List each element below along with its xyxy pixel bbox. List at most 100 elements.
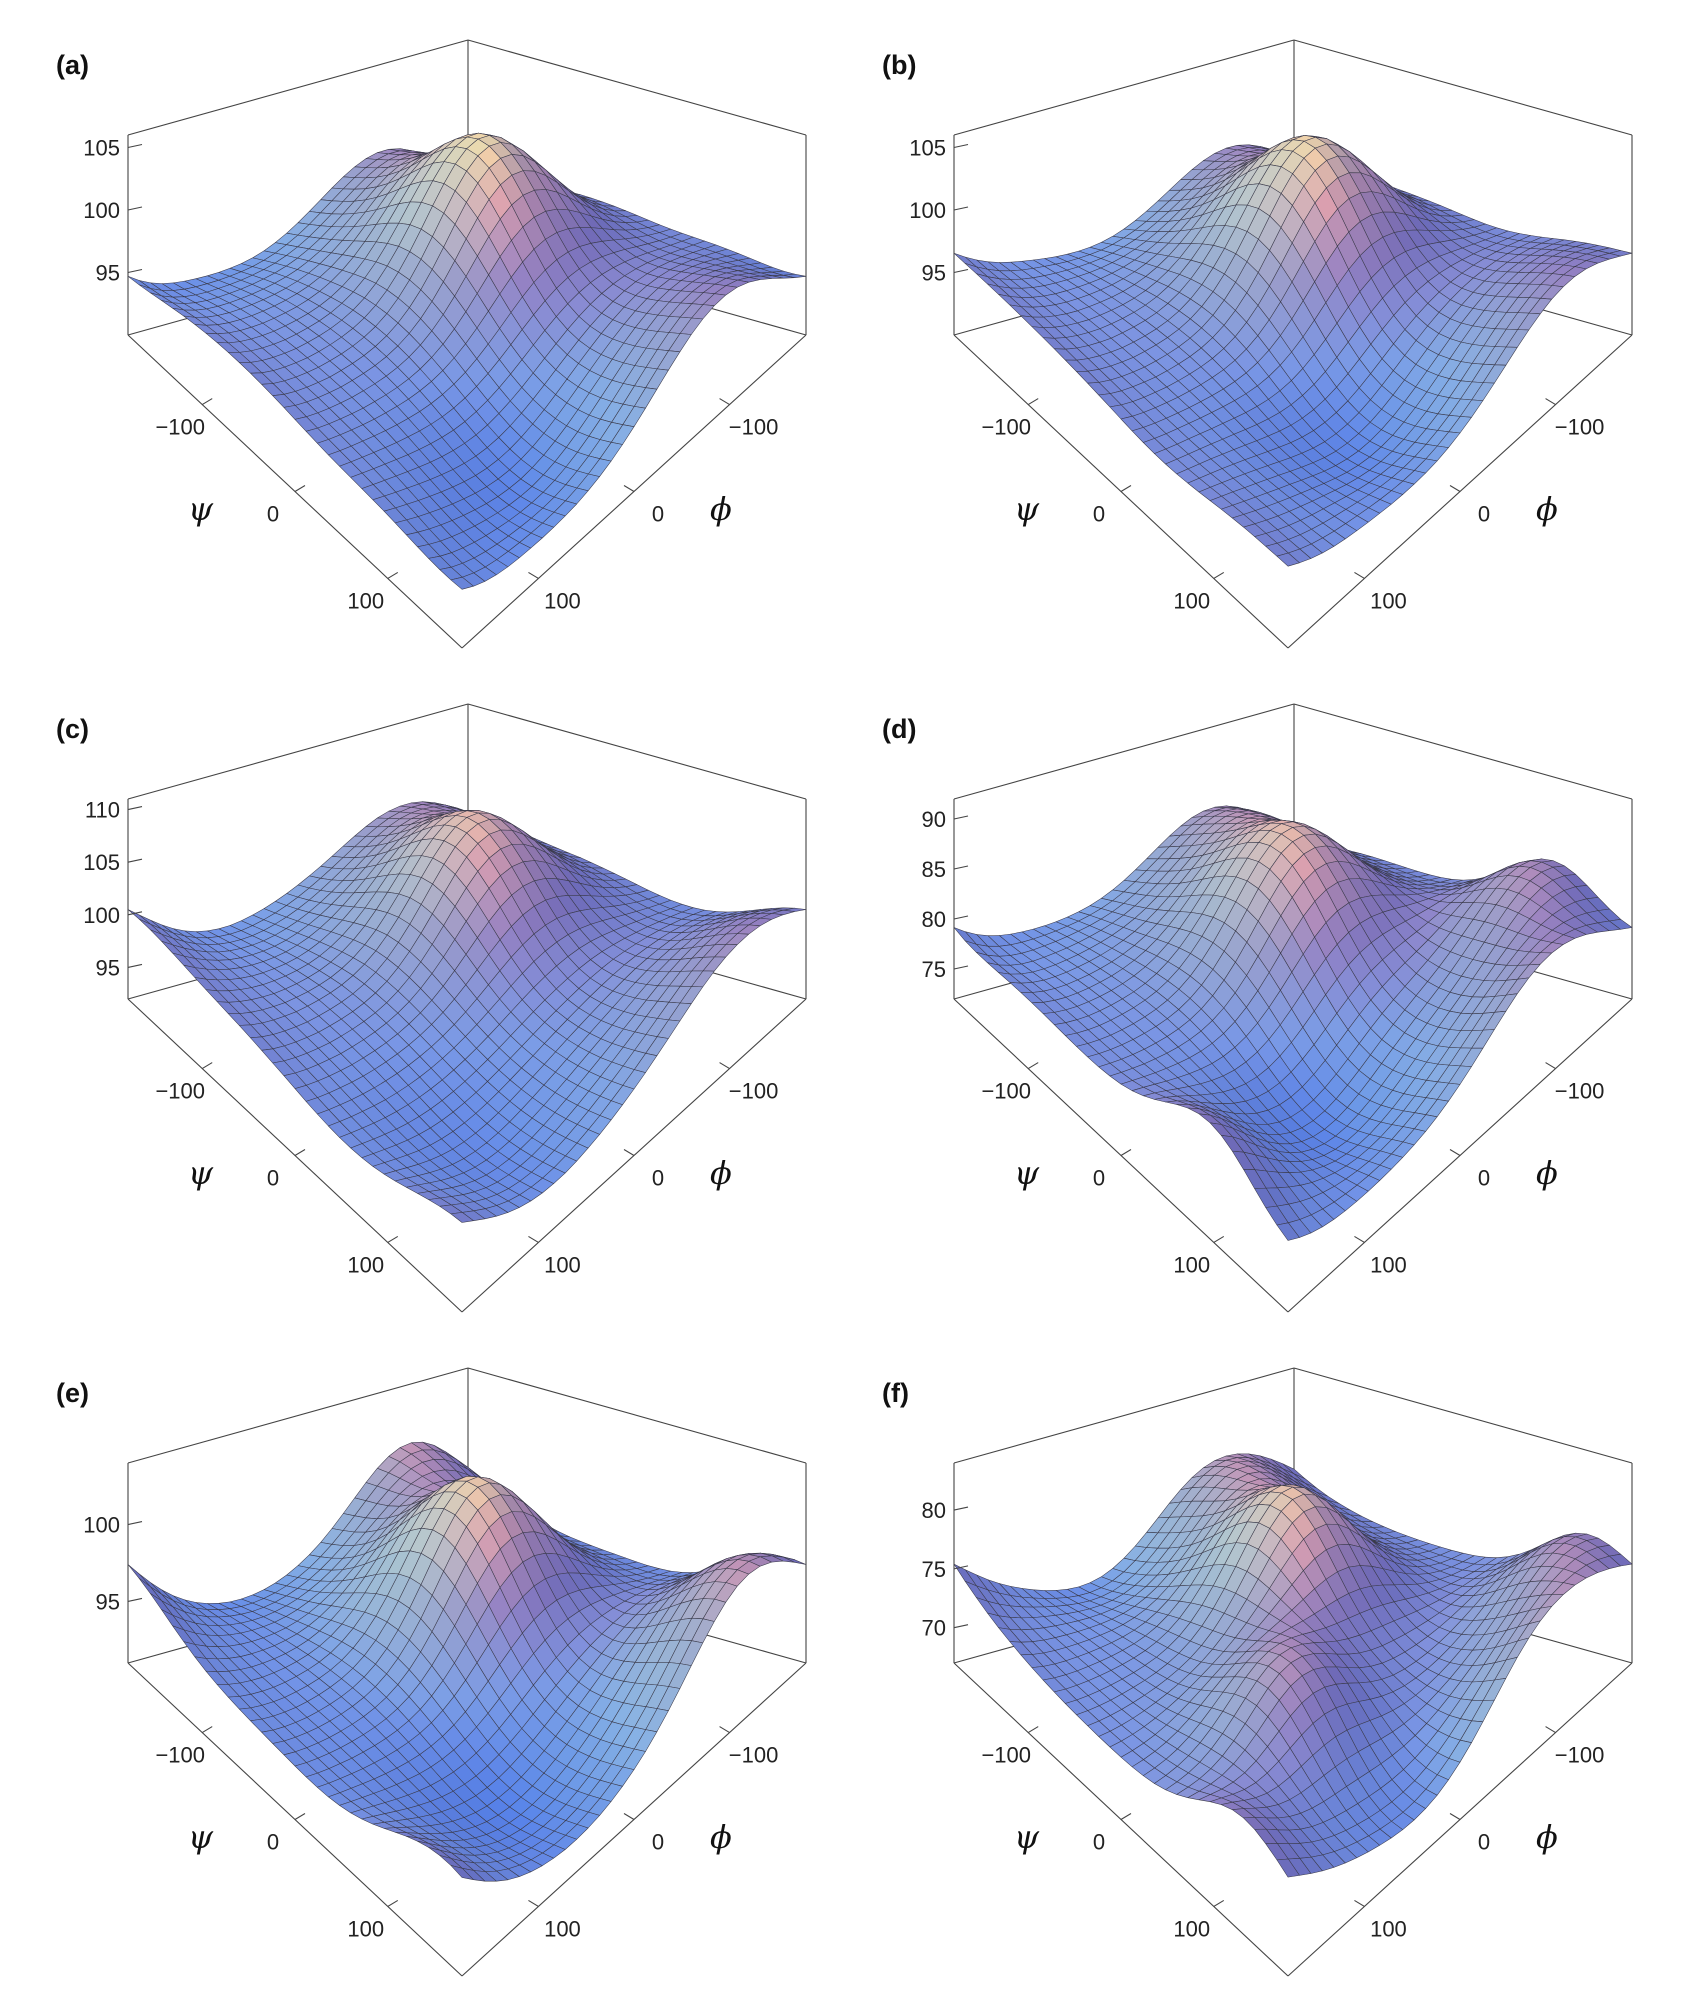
psi-tick-mark xyxy=(294,1813,306,1820)
z-tick-label: 75 xyxy=(922,957,946,982)
psi-tick-mark xyxy=(1120,1149,1132,1156)
psi-tick-label: 100 xyxy=(1173,588,1210,613)
surface-cell xyxy=(127,909,151,925)
surface-mesh xyxy=(127,132,807,590)
psi-axis-label: ψ xyxy=(188,490,214,528)
phi-tick-label: −100 xyxy=(729,415,779,440)
z-tick-label: 100 xyxy=(83,198,120,223)
phi-tick-mark xyxy=(1545,398,1556,406)
psi-tick-label: 100 xyxy=(347,1916,384,1941)
phi-tick-label: 100 xyxy=(1370,1252,1407,1277)
phi-axis-label: ϕ xyxy=(1536,1154,1558,1192)
z-tick-label: 80 xyxy=(922,907,946,932)
panel-label: (d) xyxy=(882,714,916,744)
psi-tick-mark xyxy=(1027,398,1039,406)
phi-axis-label: ϕ xyxy=(710,1818,732,1856)
psi-tick-mark xyxy=(201,1726,213,1734)
panel-label: (c) xyxy=(56,714,89,744)
psi-tick-mark xyxy=(1027,1062,1039,1070)
phi-tick-label: 0 xyxy=(652,502,664,527)
surface-mesh xyxy=(953,805,1633,1241)
phi-tick-mark xyxy=(719,1726,730,1734)
box-edge xyxy=(1293,1367,1633,1464)
phi-axis-label: ϕ xyxy=(710,490,732,528)
z-tick-mark xyxy=(127,963,143,968)
box-edge xyxy=(953,1367,1295,1464)
z-tick-label: 100 xyxy=(83,1513,120,1538)
phi-tick-label: 100 xyxy=(544,588,581,613)
phi-tick-mark xyxy=(719,1062,730,1070)
psi-axis-label: ψ xyxy=(188,1818,214,1856)
psi-tick-label: 100 xyxy=(1173,1252,1210,1277)
psi-tick-mark xyxy=(1213,1235,1225,1243)
psi-tick-label: 0 xyxy=(1093,1166,1105,1191)
psi-tick-label: 100 xyxy=(347,588,384,613)
z-tick-mark xyxy=(953,865,969,870)
z-tick-mark xyxy=(953,206,969,211)
z-tick-mark xyxy=(127,268,143,274)
z-tick-label: 105 xyxy=(83,136,120,161)
z-tick-mark xyxy=(127,206,143,211)
phi-tick-label: 100 xyxy=(544,1916,581,1941)
psi-tick-label: 0 xyxy=(267,1166,279,1191)
z-tick-label: 110 xyxy=(85,798,120,823)
surface-cell xyxy=(127,1564,151,1588)
phi-tick-mark xyxy=(623,1149,635,1156)
phi-tick-label: −100 xyxy=(729,1743,779,1768)
z-tick-label: 100 xyxy=(909,198,946,223)
psi-tick-label: 100 xyxy=(347,1252,384,1277)
phi-tick-mark xyxy=(719,398,730,406)
box-edge xyxy=(127,39,469,136)
z-tick-label: 95 xyxy=(96,1589,120,1614)
psi-tick-label: −100 xyxy=(155,415,205,440)
box-edge xyxy=(467,1367,807,1464)
box-edge xyxy=(467,39,807,136)
panel-label: (e) xyxy=(56,1378,89,1408)
box-edge xyxy=(467,703,807,800)
z-tick-mark xyxy=(127,143,143,149)
surface-mesh xyxy=(953,1453,1633,1878)
phi-axis-label: ϕ xyxy=(1536,490,1558,528)
phi-tick-mark xyxy=(1449,485,1461,492)
phi-tick-mark xyxy=(623,1813,635,1820)
panel-label: (a) xyxy=(56,50,89,80)
z-tick-mark xyxy=(953,915,969,920)
z-tick-mark xyxy=(127,805,143,811)
z-tick-mark xyxy=(127,1597,143,1602)
psi-tick-mark xyxy=(387,1899,399,1907)
psi-tick-mark xyxy=(201,1062,213,1070)
phi-tick-mark xyxy=(528,1899,539,1907)
psi-tick-mark xyxy=(201,398,213,406)
psi-tick-mark xyxy=(294,485,306,492)
z-tick-label: 90 xyxy=(922,807,946,832)
box-edge xyxy=(127,703,469,800)
phi-tick-mark xyxy=(623,485,635,492)
phi-axis-label: ϕ xyxy=(710,1154,732,1192)
phi-tick-mark xyxy=(1449,1149,1461,1156)
surface-mesh xyxy=(127,801,807,1223)
phi-tick-label: −100 xyxy=(1555,415,1605,440)
phi-tick-label: 0 xyxy=(1478,502,1490,527)
panel-label: (b) xyxy=(882,50,916,80)
psi-tick-label: −100 xyxy=(155,1743,205,1768)
phi-tick-label: 100 xyxy=(544,1252,581,1277)
phi-tick-mark xyxy=(528,571,539,579)
phi-tick-mark xyxy=(1354,571,1365,579)
z-tick-mark xyxy=(953,143,969,149)
phi-tick-label: 100 xyxy=(1370,588,1407,613)
z-tick-label: 105 xyxy=(909,136,946,161)
phi-tick-label: −100 xyxy=(1555,1079,1605,1104)
box-edge xyxy=(953,703,1295,800)
z-tick-mark xyxy=(953,815,969,820)
phi-tick-label: −100 xyxy=(729,1079,779,1104)
box-edge xyxy=(953,39,1295,136)
box-edge xyxy=(1293,703,1633,800)
surface-mesh xyxy=(953,135,1633,567)
phi-tick-label: 0 xyxy=(1478,1166,1490,1191)
